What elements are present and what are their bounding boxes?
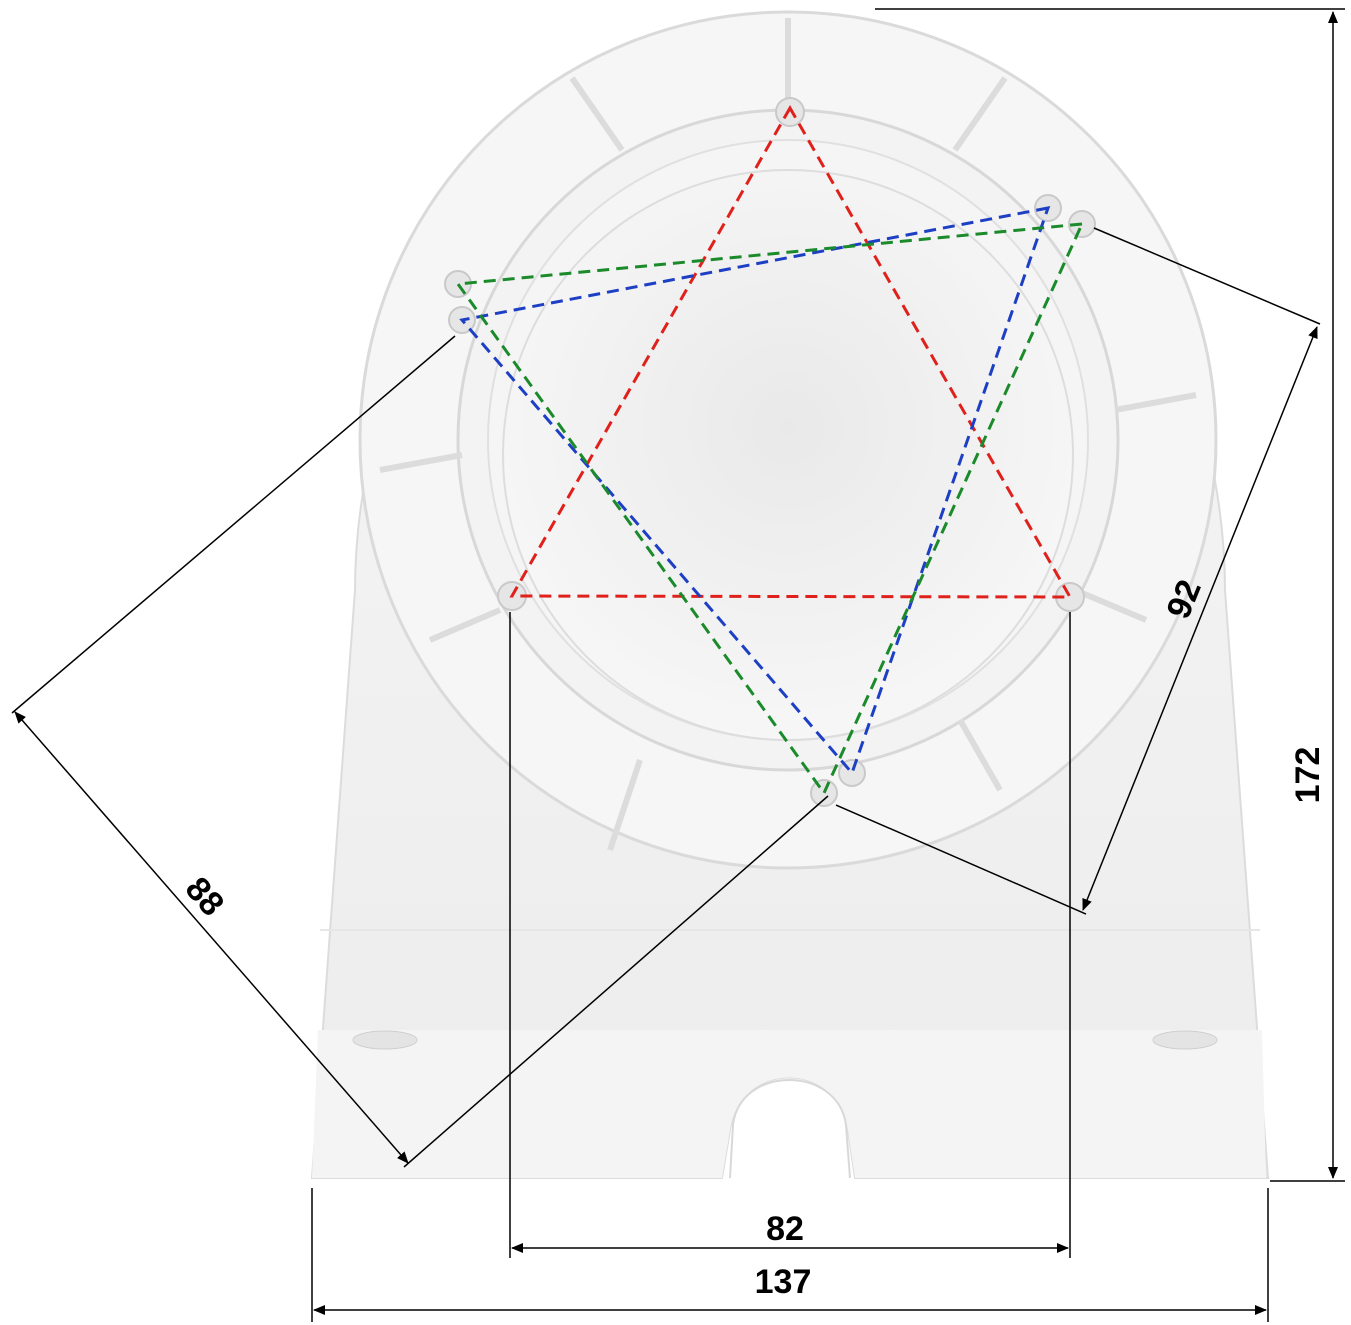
base-mount-slot-left bbox=[352, 1030, 418, 1050]
blue-extension-bottom bbox=[835, 804, 1087, 915]
green-dimension-line bbox=[14, 711, 409, 1164]
dimension-label-green-spacing: 88 bbox=[178, 870, 231, 923]
base-mount-slot-right bbox=[1152, 1030, 1218, 1050]
base-plate-band bbox=[312, 1030, 1266, 1178]
hole-pattern-blue bbox=[459, 206, 1051, 776]
green-extension-bottom bbox=[403, 795, 829, 1168]
screw-hole bbox=[810, 779, 838, 807]
dimension-label-width: 137 bbox=[755, 1263, 812, 1301]
green-extension-top bbox=[11, 335, 456, 714]
bracket-body bbox=[310, 10, 1270, 1179]
dimension-label-hole-spacing: 82 bbox=[766, 1210, 804, 1248]
hole-pattern-green bbox=[455, 222, 1085, 796]
dimension-lines bbox=[11, 8, 1345, 1322]
dimension-label-height: 172 bbox=[1289, 747, 1327, 804]
cable-notch bbox=[729, 1079, 851, 1179]
hole-pattern-red bbox=[509, 104, 1073, 599]
blue-extension-top bbox=[1093, 227, 1321, 325]
blue-dimension-line bbox=[1082, 326, 1318, 911]
screw-hole bbox=[775, 97, 805, 127]
